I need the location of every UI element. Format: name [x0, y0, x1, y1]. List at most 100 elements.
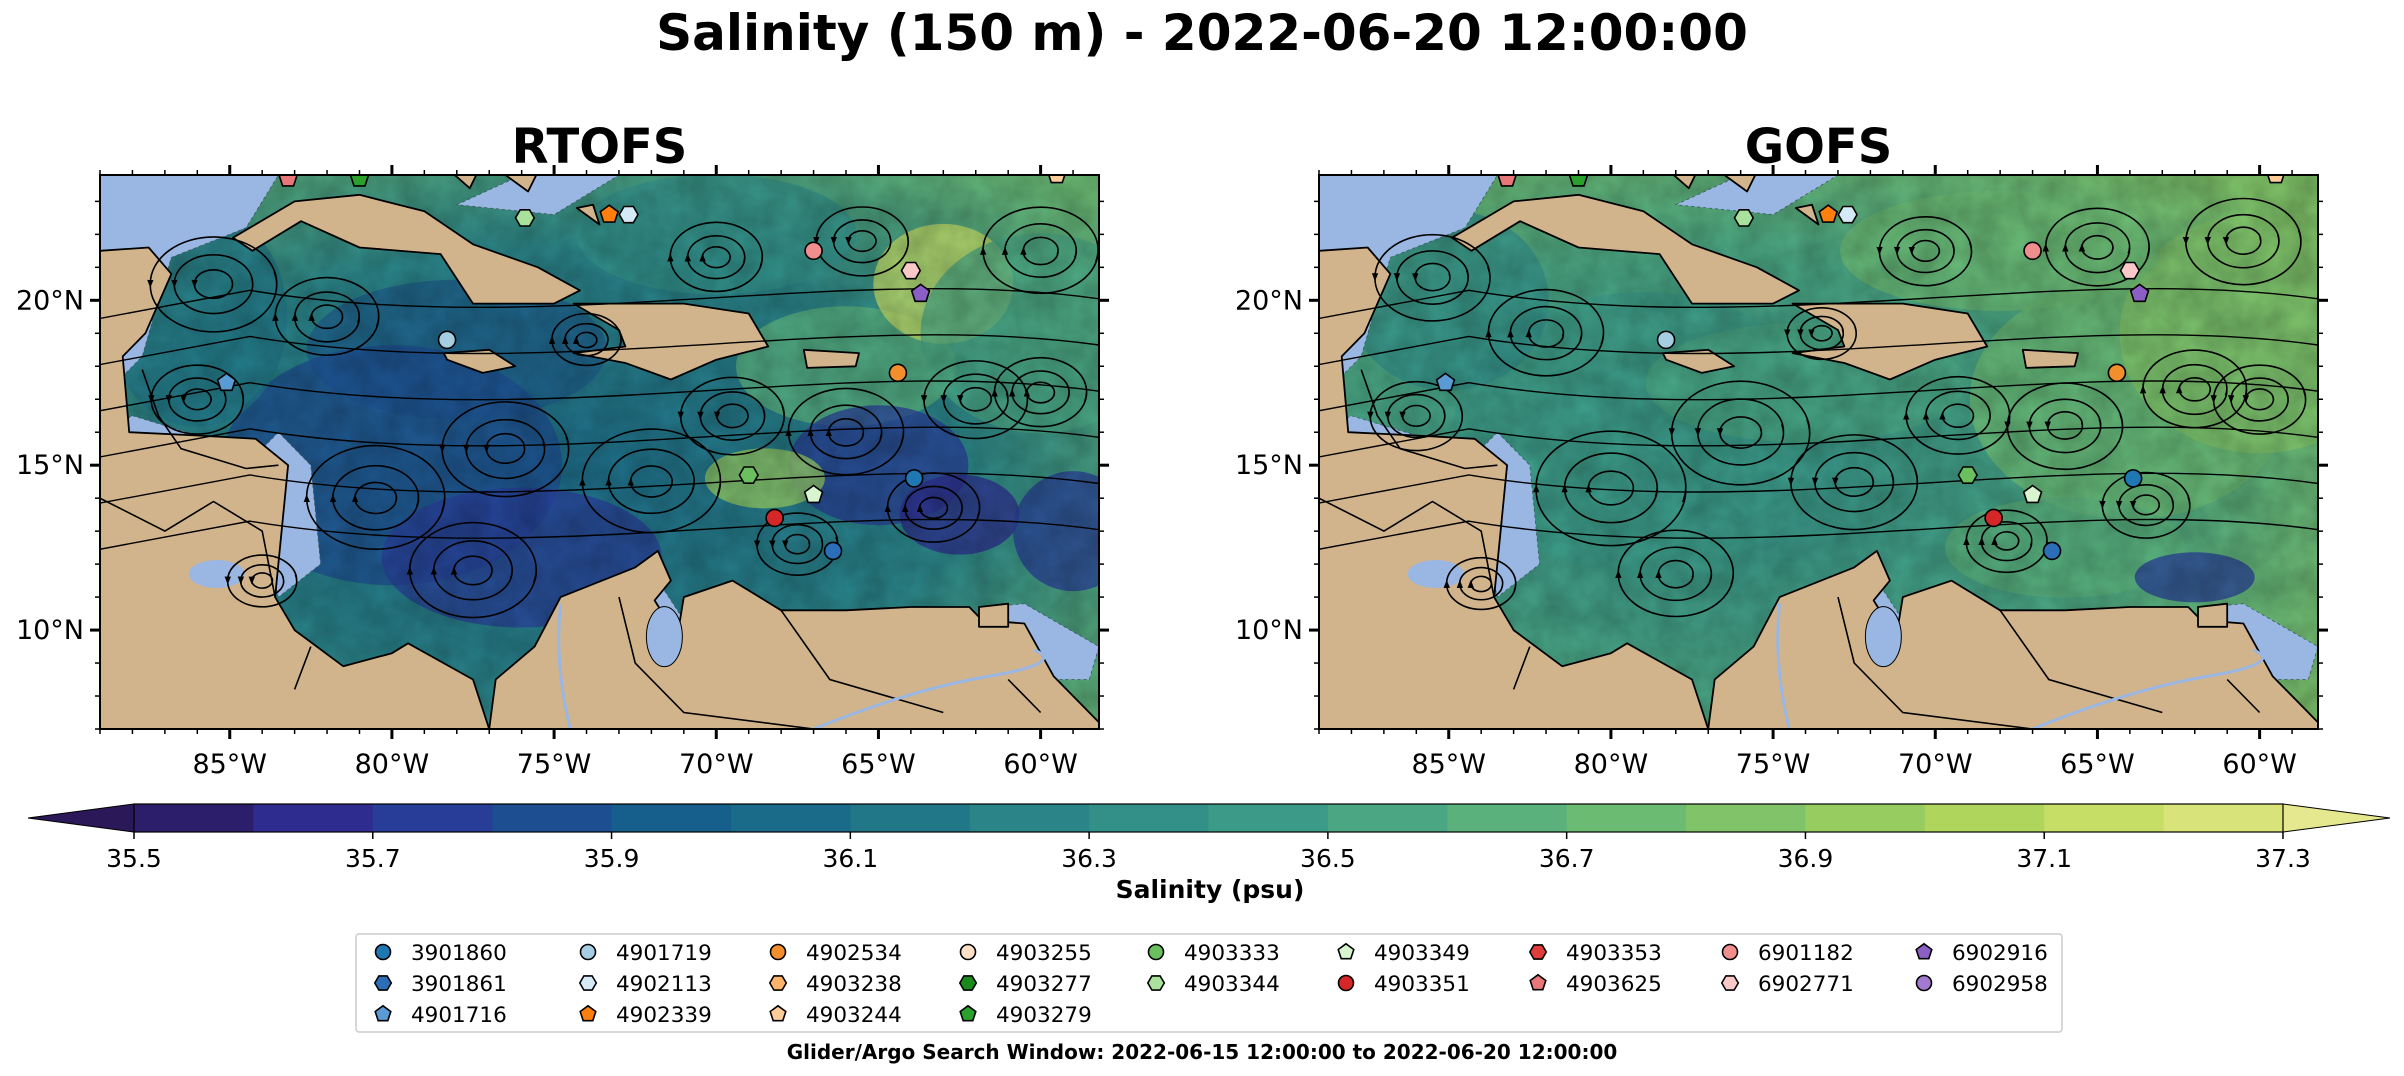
- streamline: [1939, 403, 1975, 428]
- country-border: [780, 609, 944, 714]
- colorbar-tick-label: 36.5: [1300, 844, 1356, 873]
- land-mass: [504, 175, 538, 193]
- streamline: [308, 304, 344, 330]
- legend-label: 4903255: [996, 941, 1092, 966]
- streamline: [2099, 471, 2191, 539]
- panel-title: RTOFS: [512, 119, 688, 175]
- orinoco-river: [813, 648, 1046, 729]
- land-mass: [1672, 175, 1697, 190]
- legend-label: 6902958: [1952, 972, 2048, 997]
- colorbar: 35.5 35.7 35.9 36.1 36.3 36.5 36.7 36.9 37.1 37.3: [27, 803, 2391, 873]
- streamline: [1808, 324, 1833, 342]
- x-tick-label: 60°W: [1003, 749, 1078, 780]
- legend-label: 4902113: [616, 972, 712, 997]
- land-mass: [453, 175, 478, 190]
- colorbar-tick-label: 36.9: [1778, 844, 1834, 873]
- float-marker: [1435, 372, 1456, 392]
- streamline: [1903, 375, 2011, 455]
- x-tick-label: 85°W: [1411, 749, 1486, 780]
- colorbar-segment: [969, 804, 1090, 832]
- legend-label: 4901719: [616, 941, 712, 966]
- land-mass: [1451, 193, 1800, 305]
- legend-marker: [1146, 975, 1166, 991]
- land-mass: [442, 348, 517, 374]
- streamline: [303, 444, 446, 550]
- float-marker: [910, 283, 931, 303]
- colorbar-segment: [1327, 804, 1448, 832]
- streamline: [2062, 222, 2131, 274]
- x-tick-label: 85°W: [192, 749, 267, 780]
- streamline: [920, 360, 1029, 440]
- float-legend: 3901860 3901861 4901716 4901719 4902113 49023…: [355, 933, 2063, 1033]
- country-border: [100, 497, 276, 598]
- streamline: [2044, 411, 2084, 440]
- colorbar-segment: [850, 804, 971, 832]
- streamline: [684, 235, 746, 280]
- float-marker: [2119, 261, 2141, 280]
- float-marker: [2042, 541, 2062, 561]
- colorbar-tick-label: 36.3: [1061, 844, 1117, 873]
- streamline: [2004, 382, 2124, 471]
- float-marker: [2022, 484, 2043, 504]
- colorbar-segment: [1924, 804, 2045, 832]
- x-tick-label: 65°W: [841, 749, 916, 780]
- lake-maracaibo: [645, 606, 683, 668]
- land-mass: [802, 348, 860, 369]
- legend-marker: [373, 975, 393, 991]
- land-mass: [1794, 203, 1820, 226]
- streamline: [605, 448, 695, 515]
- x-tick-label: 65°W: [2060, 749, 2135, 780]
- country-border: [1999, 609, 2163, 714]
- y-tick-label: 20°N: [1235, 285, 1303, 316]
- legend-label: 4902339: [616, 1003, 712, 1028]
- float-marker: [738, 466, 760, 484]
- x-tick-label: 75°W: [1736, 749, 1811, 780]
- legend-marker: [578, 975, 598, 991]
- float-marker: [514, 209, 536, 227]
- land-mass: [1661, 348, 1736, 374]
- streamline: [171, 254, 254, 315]
- float-marker: [1984, 508, 2003, 528]
- streamline: [667, 221, 764, 293]
- streamline: [1811, 451, 1895, 513]
- legend-label: 6901182: [1758, 941, 1854, 966]
- x-tick-label: 80°W: [355, 749, 430, 780]
- x-tick-label: 60°W: [2222, 749, 2297, 780]
- streamline: [450, 555, 493, 586]
- streamline: [2129, 494, 2160, 516]
- legend-label: 4901716: [411, 1003, 507, 1028]
- streamline: [100, 518, 1099, 550]
- streamline: [713, 403, 749, 429]
- streamline: [579, 428, 722, 534]
- map-frame: [99, 174, 1100, 730]
- streamline: [1991, 531, 2020, 551]
- colorbar-tick-label: 36.1: [822, 844, 878, 873]
- streamline: [957, 386, 993, 412]
- streamline: [1412, 262, 1451, 292]
- streamline: [1467, 575, 1493, 593]
- streamline: [1319, 288, 2318, 320]
- streamline: [1668, 380, 1811, 486]
- streamline: [1485, 288, 1605, 377]
- streamline: [769, 523, 824, 565]
- colorbar-segment: [1208, 804, 1329, 832]
- land-mass: [232, 193, 581, 305]
- land-mass: [1319, 246, 1710, 729]
- land-mass: [2197, 602, 2229, 628]
- streamline: [697, 391, 766, 441]
- streamline: [483, 432, 526, 464]
- streamline: [1393, 250, 1469, 305]
- streamline: [100, 426, 1099, 458]
- colorbar-tick-label: 37.3: [2255, 844, 2311, 873]
- float-marker: [1957, 466, 1979, 484]
- legend-marker: [579, 943, 597, 961]
- rtofs-map-panel: 85°W 80°W 75°W 70°W 65°W 60°W 10°N 15°N 20°N RTOF…: [16, 119, 1109, 780]
- streamline: [439, 401, 570, 498]
- streamline: [1832, 466, 1874, 497]
- streamline: [1319, 518, 2318, 550]
- streamline: [1876, 216, 1973, 287]
- float-marker: [900, 261, 922, 280]
- legend-label: 4903279: [996, 1003, 1092, 1028]
- colorbar-segment: [1447, 804, 1568, 832]
